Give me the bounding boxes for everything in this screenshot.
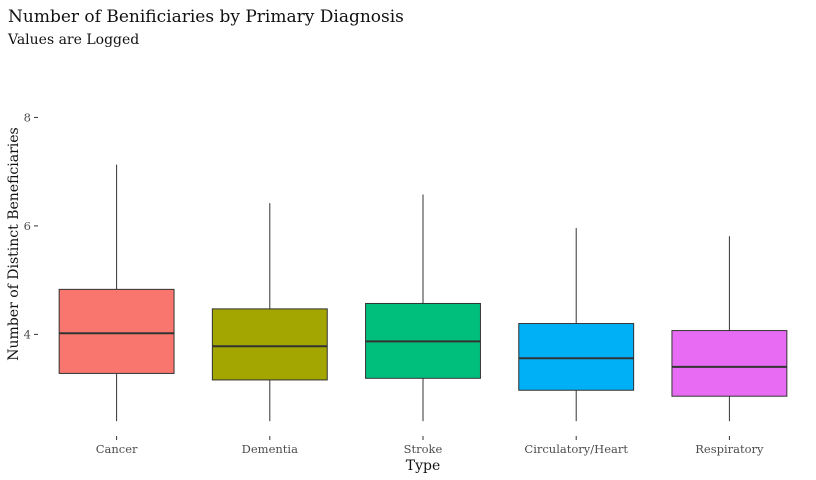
y-axis-title: Number of Distinct Beneficiaries xyxy=(6,127,22,360)
x-tick-label: Respiratory xyxy=(695,442,764,456)
box-dementia xyxy=(211,203,328,422)
iqr-box xyxy=(58,288,175,374)
x-tick-label: Dementia xyxy=(242,442,298,456)
y-tick-label: 6 xyxy=(24,219,31,233)
box-respiratory xyxy=(671,236,788,422)
y-axis: 4 6 8 xyxy=(24,110,38,341)
iqr-box xyxy=(211,308,328,381)
y-tick-label: 8 xyxy=(24,110,31,124)
plot-area xyxy=(58,164,788,422)
x-tick-label: Circulatory/Heart xyxy=(524,442,628,456)
chart-title: Number of Benificiaries by Primary Diagn… xyxy=(8,7,404,27)
y-tick-label: 4 xyxy=(24,327,31,341)
x-axis-title: Type xyxy=(406,458,441,474)
chart-subtitle: Values are Logged xyxy=(7,32,139,48)
box-circulatory-heart xyxy=(518,228,635,422)
x-tick-label: Stroke xyxy=(404,442,443,456)
iqr-box xyxy=(671,330,788,397)
x-tick-label: Cancer xyxy=(96,442,138,456)
box-cancer xyxy=(58,164,175,422)
box-stroke xyxy=(365,194,481,422)
x-axis: Cancer Dementia Stroke Circulatory/Heart Res… xyxy=(96,436,764,456)
iqr-box xyxy=(518,323,635,391)
